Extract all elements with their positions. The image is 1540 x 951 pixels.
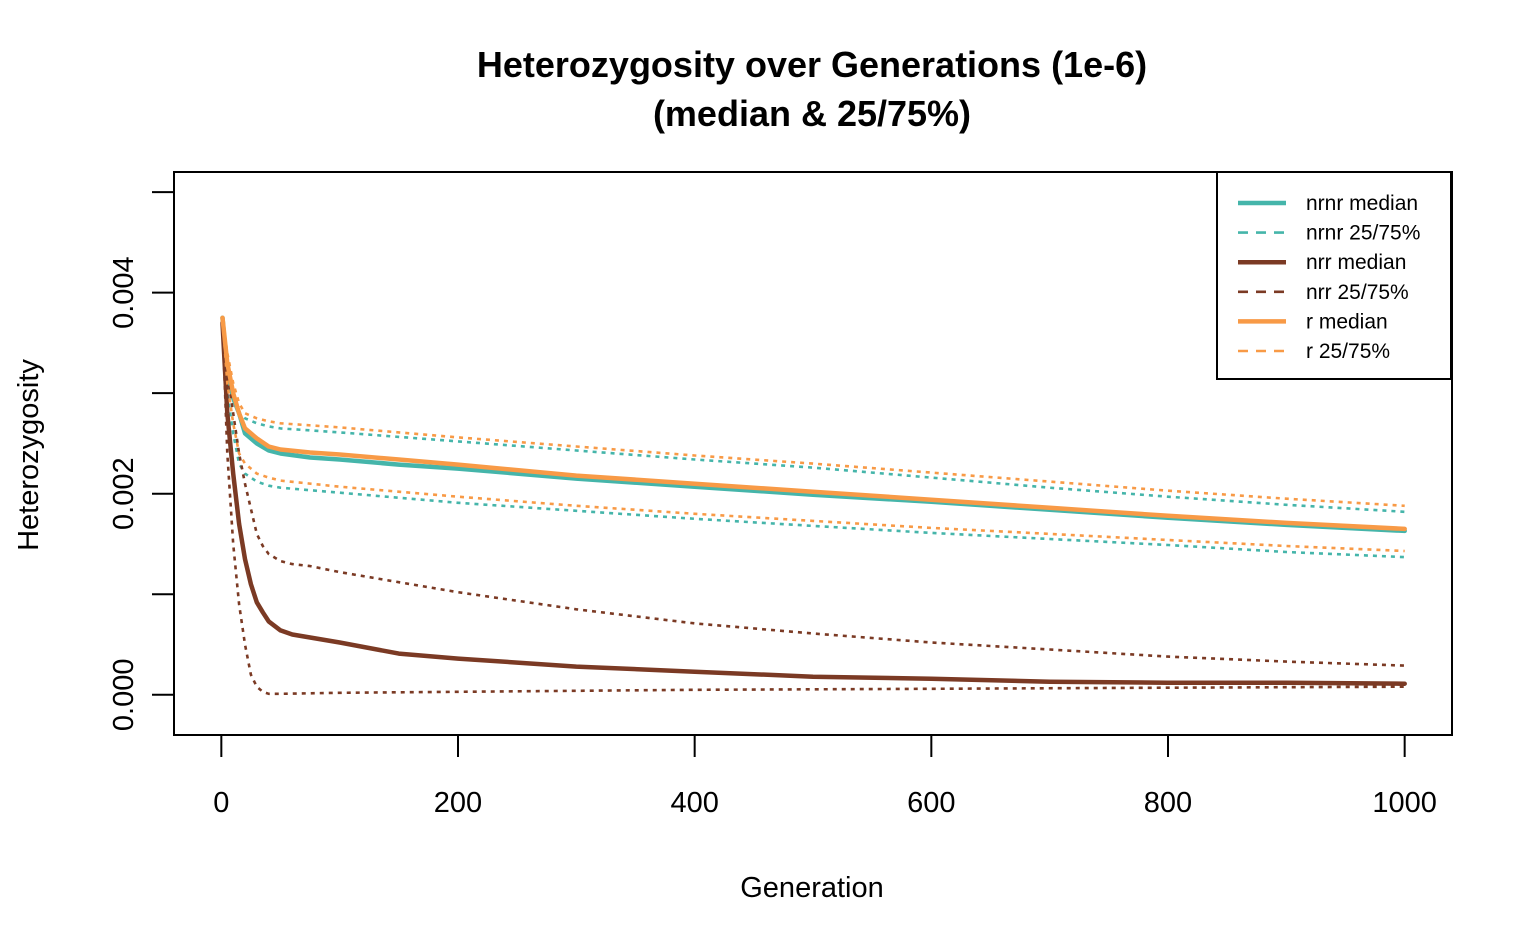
series-r-median-line: [220, 315, 1407, 532]
y-axis: 0.000 0.002 0.004: [108, 191, 175, 732]
series-nrr-q75-line: [221, 322, 1405, 667]
y-tick-label: 0.000: [108, 659, 140, 732]
chart-title: Heterozygosity over Generations (1e-6): [477, 44, 1147, 85]
series-nrr-q25-line: [221, 322, 1405, 696]
series-nrnr-q75-line: [221, 322, 1405, 514]
x-tick-label: 1000: [1372, 787, 1437, 819]
legend: nrnr median nrnr 25/75% nrr median nrr 25/7…: [1216, 171, 1452, 380]
x-axis: 0 200 400 600 800 1000: [213, 734, 1437, 819]
x-tick-label: 0: [213, 787, 229, 819]
y-tick-label: 0.004: [108, 256, 140, 329]
x-tick-label: 800: [1144, 787, 1192, 819]
legend-label: nrr 25/75%: [1306, 281, 1409, 304]
chart-subtitle: (median & 25/75%): [653, 93, 971, 134]
legend-label: r median: [1306, 310, 1388, 333]
series-nrr-median-line: [220, 320, 1407, 686]
series-r-q25-line: [221, 317, 1405, 553]
series-nrnr-q25-line: [221, 322, 1405, 559]
x-tick-label: 200: [434, 787, 482, 819]
x-tick-label: 600: [907, 787, 955, 819]
series-r-q75-line: [221, 317, 1405, 508]
legend-label: nrr median: [1306, 251, 1406, 274]
x-axis-label: Generation: [740, 872, 884, 904]
x-tick-label: 400: [670, 787, 718, 819]
legend-label: nrnr median: [1306, 192, 1418, 215]
y-axis-label: Heterozygosity: [13, 359, 45, 551]
y-tick-label: 0.002: [108, 457, 140, 530]
legend-box: [1216, 171, 1452, 380]
legend-label: r 25/75%: [1306, 340, 1390, 363]
legend-label: nrnr 25/75%: [1306, 222, 1420, 245]
series-layer: [220, 315, 1407, 696]
